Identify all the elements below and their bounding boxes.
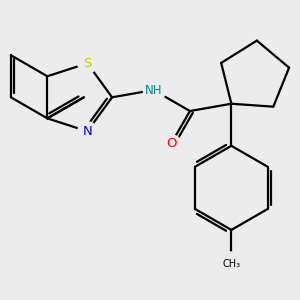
Text: CH₃: CH₃ — [222, 259, 240, 269]
Text: N: N — [82, 125, 92, 138]
Text: O: O — [166, 137, 176, 150]
Text: S: S — [83, 57, 92, 70]
Text: NH: NH — [145, 83, 162, 97]
